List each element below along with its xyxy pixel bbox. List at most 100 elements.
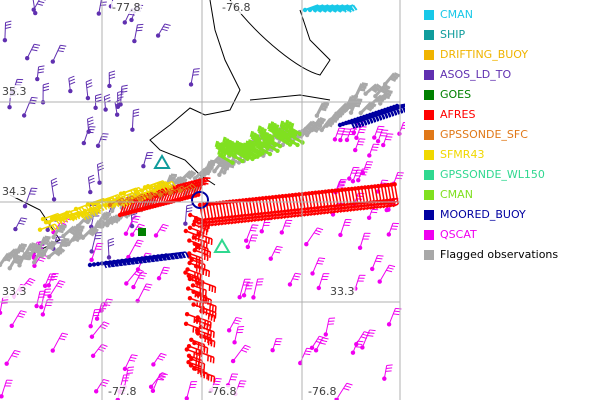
- wind-barb-feather: [57, 282, 64, 286]
- wind-barb: [150, 372, 163, 388]
- wind-barb: [137, 283, 147, 302]
- wind-barb-feather: [242, 142, 247, 150]
- wind-barb-feather: [379, 204, 386, 209]
- obs-dot: [360, 345, 365, 350]
- wind-barb-feather: [217, 142, 222, 149]
- wind-barb-feather: [293, 213, 300, 218]
- wind-barb-feather: [101, 381, 108, 385]
- wind-barb-feather: [233, 322, 240, 325]
- wind-barb: [186, 180, 195, 198]
- wind-barb-feather: [342, 205, 349, 210]
- wind-barb-feather: [159, 181, 165, 188]
- wind-barb: [235, 201, 241, 221]
- obs-dot: [358, 110, 363, 116]
- wind-barb-feather: [317, 338, 324, 341]
- wind-barb-feather: [316, 262, 323, 265]
- wind-barb-feather: [159, 228, 166, 232]
- wind-barb-feather: [253, 215, 260, 220]
- obs-dot: [350, 350, 356, 355]
- wind-barb-feather: [279, 212, 286, 217]
- legend-swatch: [424, 190, 434, 200]
- wind-barb-feather: [20, 310, 27, 313]
- wind-barb: [311, 192, 317, 213]
- wind-barb-feather: [47, 278, 54, 281]
- obs-dot: [230, 160, 235, 165]
- wind-barb-feather: [320, 107, 327, 112]
- wind-barb-feather: [319, 208, 326, 213]
- wind-barb-feather: [193, 68, 200, 70]
- wind-barb-feather: [84, 213, 90, 220]
- obs-dot: [22, 253, 27, 259]
- wind-barb-feather: [214, 222, 221, 227]
- wind-barb-feather: [108, 240, 115, 244]
- wind-barb-feather: [136, 26, 143, 29]
- obs-dot: [34, 303, 39, 309]
- wind-barb-feather: [175, 253, 180, 260]
- wind-barb-feather: [250, 215, 257, 220]
- wind-barb-feather: [272, 122, 277, 130]
- wind-barb-feather: [356, 120, 362, 127]
- wind-barb: [390, 184, 396, 205]
- wind-barb-feather: [345, 202, 352, 207]
- wind-barb-feather: [51, 183, 58, 188]
- legend-swatch: [424, 150, 434, 160]
- wind-barb-feather: [217, 218, 224, 223]
- wind-barb-feather: [339, 206, 346, 210]
- wind-barb-feather: [253, 218, 260, 223]
- wind-barb-feather: [38, 259, 45, 262]
- wind-barb-feather: [375, 205, 382, 210]
- obs-dot: [316, 285, 322, 291]
- wind-barb: [288, 195, 294, 216]
- wind-barb-feather: [339, 208, 346, 213]
- legend-label: Flagged observations: [440, 248, 558, 261]
- wind-barb-feather: [136, 242, 143, 245]
- grid-label-bg: [1, 185, 28, 198]
- wind-barb: [40, 289, 46, 308]
- wind-barb-feather: [162, 269, 169, 272]
- wind-barb-feather: [226, 214, 233, 219]
- wind-barb-feather: [247, 139, 252, 146]
- obs-dot: [193, 264, 199, 269]
- obs-dot: [58, 217, 64, 222]
- obs-dot: [277, 144, 283, 149]
- wind-barb: [252, 199, 258, 220]
- obs-dot: [207, 201, 213, 207]
- obs-dot: [7, 104, 12, 110]
- wind-barb: [327, 191, 333, 212]
- wind-barb-feather: [104, 211, 112, 217]
- wind-barb-feather: [103, 213, 110, 219]
- obs-dot: [339, 187, 345, 193]
- wind-barb-feather: [269, 213, 276, 218]
- obs-dot: [13, 226, 18, 232]
- wind-barb-feather: [145, 252, 152, 255]
- obs-dot: [33, 10, 38, 16]
- wind-barb-feather: [1, 302, 8, 304]
- wind-barb-feather: [181, 252, 185, 259]
- wind-barb-feather: [117, 93, 124, 97]
- obs-dot: [114, 217, 120, 222]
- obs-dot: [323, 189, 328, 194]
- wind-barb-feather: [161, 226, 168, 230]
- wind-barb-feather: [319, 335, 326, 339]
- obs-dot: [97, 204, 103, 210]
- obs-dot: [310, 271, 315, 276]
- legend-label: CMAN: [440, 8, 473, 21]
- grid-label-bg: [307, 385, 338, 398]
- wind-barb-feather: [275, 209, 282, 214]
- wind-barb: [222, 202, 228, 223]
- obs-dot: [247, 197, 252, 202]
- obs-dot: [394, 103, 400, 109]
- wind-barb-feather: [34, 43, 41, 46]
- obs-dot: [306, 191, 312, 196]
- wind-barb-feather: [121, 90, 128, 93]
- wind-barb-feather: [289, 211, 296, 216]
- wind-barb-feather: [319, 257, 326, 260]
- wind-barb-feather: [329, 210, 336, 214]
- obs-dot: [277, 194, 282, 199]
- obs-dot: [362, 185, 368, 190]
- wind-barb-feather: [104, 97, 111, 101]
- wind-barb-feather: [131, 354, 138, 357]
- wind-barb-feather: [375, 202, 382, 207]
- obs-dot: [348, 110, 354, 115]
- wind-barb-feather: [350, 122, 356, 129]
